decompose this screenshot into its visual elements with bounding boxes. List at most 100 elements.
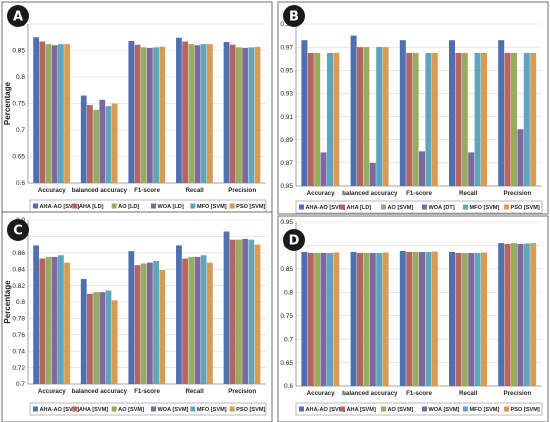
- x-tick-label: F1-score: [406, 190, 432, 197]
- bar-aha-ao-svm-f1-score: [399, 40, 406, 187]
- bar-pso-svm-recall: [480, 252, 487, 386]
- bar-mfo-svm-f1-score: [153, 261, 159, 384]
- legend-label: AO [SVM]: [388, 205, 414, 211]
- legend-label: AO [SVM]: [388, 407, 414, 413]
- bar-mfo-svm-accuracy: [327, 52, 333, 187]
- bar-aha-ao-svm-balanced-accuracy: [350, 35, 357, 186]
- x-tick-label: Accuracy: [307, 390, 335, 397]
- bar-aha-ao-svm-recall: [176, 245, 182, 384]
- legend-swatch: [299, 406, 304, 412]
- legend-label: AHA [LD]: [79, 204, 104, 210]
- bar-ao-svm-f1-score: [412, 52, 419, 187]
- x-tick-label: Precision: [503, 190, 531, 197]
- bar-mfo-svm-balanced-accuracy: [105, 290, 112, 384]
- bar-aha-ao-svm-accuracy: [33, 245, 40, 384]
- x-tick-label: Accuracy: [38, 187, 66, 194]
- chart-panel-a: 0.60.650.70.750.80.850.9PercentageAccura…: [1, 1, 273, 215]
- bar-aha-svm-recall: [455, 252, 462, 386]
- legend-box: [295, 200, 543, 214]
- legend-label: MFO [SVM]: [197, 407, 227, 413]
- bar-woa-svm-accuracy: [51, 256, 58, 384]
- legend-label: WOA [SVM]: [429, 407, 460, 413]
- y-tick-label: 0.85: [280, 266, 293, 273]
- bar-aha-ld-precision: [504, 52, 511, 187]
- bar-mfo-svm-accuracy: [57, 255, 64, 384]
- y-tick-label: 0.85: [12, 48, 25, 55]
- y-tick-label: 0.8: [284, 289, 293, 296]
- bar-pso-svm-accuracy: [333, 252, 340, 386]
- legend-swatch: [72, 406, 78, 412]
- legend: AHA-AO [SVM] AHA [LD] AO [SVM] WOA [DT] MFO …: [295, 200, 543, 214]
- y-tick-label: 0.65: [280, 360, 293, 367]
- bar-aha-ao-svm-balanced-accuracy: [350, 251, 357, 386]
- legend-label: AHA [LD]: [347, 205, 372, 211]
- bar-mfo-svm-balanced-accuracy: [105, 106, 112, 183]
- bar-aha-ld-balanced-accuracy: [87, 105, 93, 183]
- bar-aha-ld-recall: [182, 41, 189, 183]
- y-tick-label: 0.76: [12, 332, 25, 339]
- bar-aha-ao-svm-balanced-accuracy: [80, 279, 87, 384]
- bar-ao-ld-precision: [236, 47, 242, 183]
- bar-mfo-svm-f1-score: [153, 47, 159, 183]
- y-tick-label: 0.93: [280, 91, 293, 98]
- panel-label-badge: [7, 219, 29, 241]
- bar-woa-svm-recall: [468, 252, 475, 386]
- bar-aha-ao-svm-precision: [498, 40, 505, 187]
- legend-swatch: [151, 406, 156, 412]
- bar-woa-ld-recall: [194, 45, 201, 184]
- bar-aha-svm-precision: [229, 239, 236, 384]
- bar-mfo-svm-f1-score: [425, 251, 432, 386]
- bar-woa-svm-f1-score: [147, 262, 153, 384]
- bar-ao-ld-recall: [188, 44, 195, 183]
- legend-swatch: [229, 406, 235, 412]
- legend-label: AO [SVM]: [118, 407, 144, 413]
- bar-ao-svm-f1-score: [140, 263, 147, 384]
- bar-ao-svm-accuracy: [314, 252, 321, 386]
- y-tick-label: 0.86: [12, 250, 25, 257]
- bar-mfo-svm-recall: [200, 44, 207, 183]
- bar-pso-svm-accuracy: [333, 52, 340, 187]
- legend-label: PSO [SVM]: [236, 407, 265, 413]
- bar-aha-svm-balanced-accuracy: [357, 252, 364, 386]
- panel-label: D: [289, 234, 300, 249]
- y-tick-label: 0.78: [12, 316, 25, 323]
- x-tick-label: F1-score: [134, 187, 160, 194]
- bar-mfo-svm-balanced-accuracy: [376, 47, 383, 186]
- legend-swatch: [33, 203, 38, 209]
- bar-aha-svm-balanced-accuracy: [87, 293, 93, 384]
- panel-label: C: [13, 224, 23, 239]
- bar-aha-ao-svm-recall: [449, 40, 456, 187]
- y-tick-label: 0.74: [12, 348, 25, 355]
- bar-pso-svm-precision: [254, 46, 261, 183]
- x-tick-label: balanced accuracy: [72, 187, 128, 194]
- bar-ao-svm-balanced-accuracy: [93, 292, 99, 384]
- bar-mfo-svm-recall: [200, 255, 207, 384]
- y-tick-label: 0.8: [16, 74, 25, 81]
- panel-label: A: [13, 10, 23, 25]
- bar-pso-svm-recall: [480, 52, 487, 187]
- bar-mfo-svm-f1-score: [425, 52, 432, 187]
- legend-swatch: [381, 204, 386, 210]
- legend-label: WOA [LD]: [158, 204, 184, 210]
- bar-pso-svm-balanced-accuracy: [382, 252, 389, 386]
- x-tick-label: F1-score: [406, 390, 432, 397]
- chart-panel-b: 0.85 0.87 0.89 0.91 0.93 0.95 0.97 0.99 Accuracy…: [277, 1, 549, 215]
- legend-label: WOA [DT]: [429, 205, 455, 211]
- legend-label: AHA-AO [SVM]: [40, 407, 80, 413]
- bar-mfo-svm-precision: [248, 47, 255, 183]
- bar-aha-ld-accuracy: [39, 41, 46, 183]
- bar-pso-svm-precision: [254, 244, 261, 384]
- panel-label-badge: [283, 229, 305, 251]
- bar-ao-svm-precision: [511, 243, 517, 386]
- bar-woa-svm-recall: [194, 256, 201, 384]
- legend-box: [29, 402, 267, 416]
- bar-aha-ao-svm-f1-score: [128, 251, 135, 384]
- legend-swatch: [190, 203, 196, 209]
- legend-label: AHA-AO [SVM]: [306, 407, 346, 413]
- bar-aha-ld-recall: [455, 52, 462, 187]
- chart-panel-d: 0.60.650.70.750.80.850.90.95Accuracybala…: [277, 215, 549, 422]
- bar-aha-ao-svm-accuracy: [301, 40, 308, 187]
- x-tick-label: Precision: [228, 388, 256, 395]
- bar-aha-ao-svm-precision: [223, 231, 230, 384]
